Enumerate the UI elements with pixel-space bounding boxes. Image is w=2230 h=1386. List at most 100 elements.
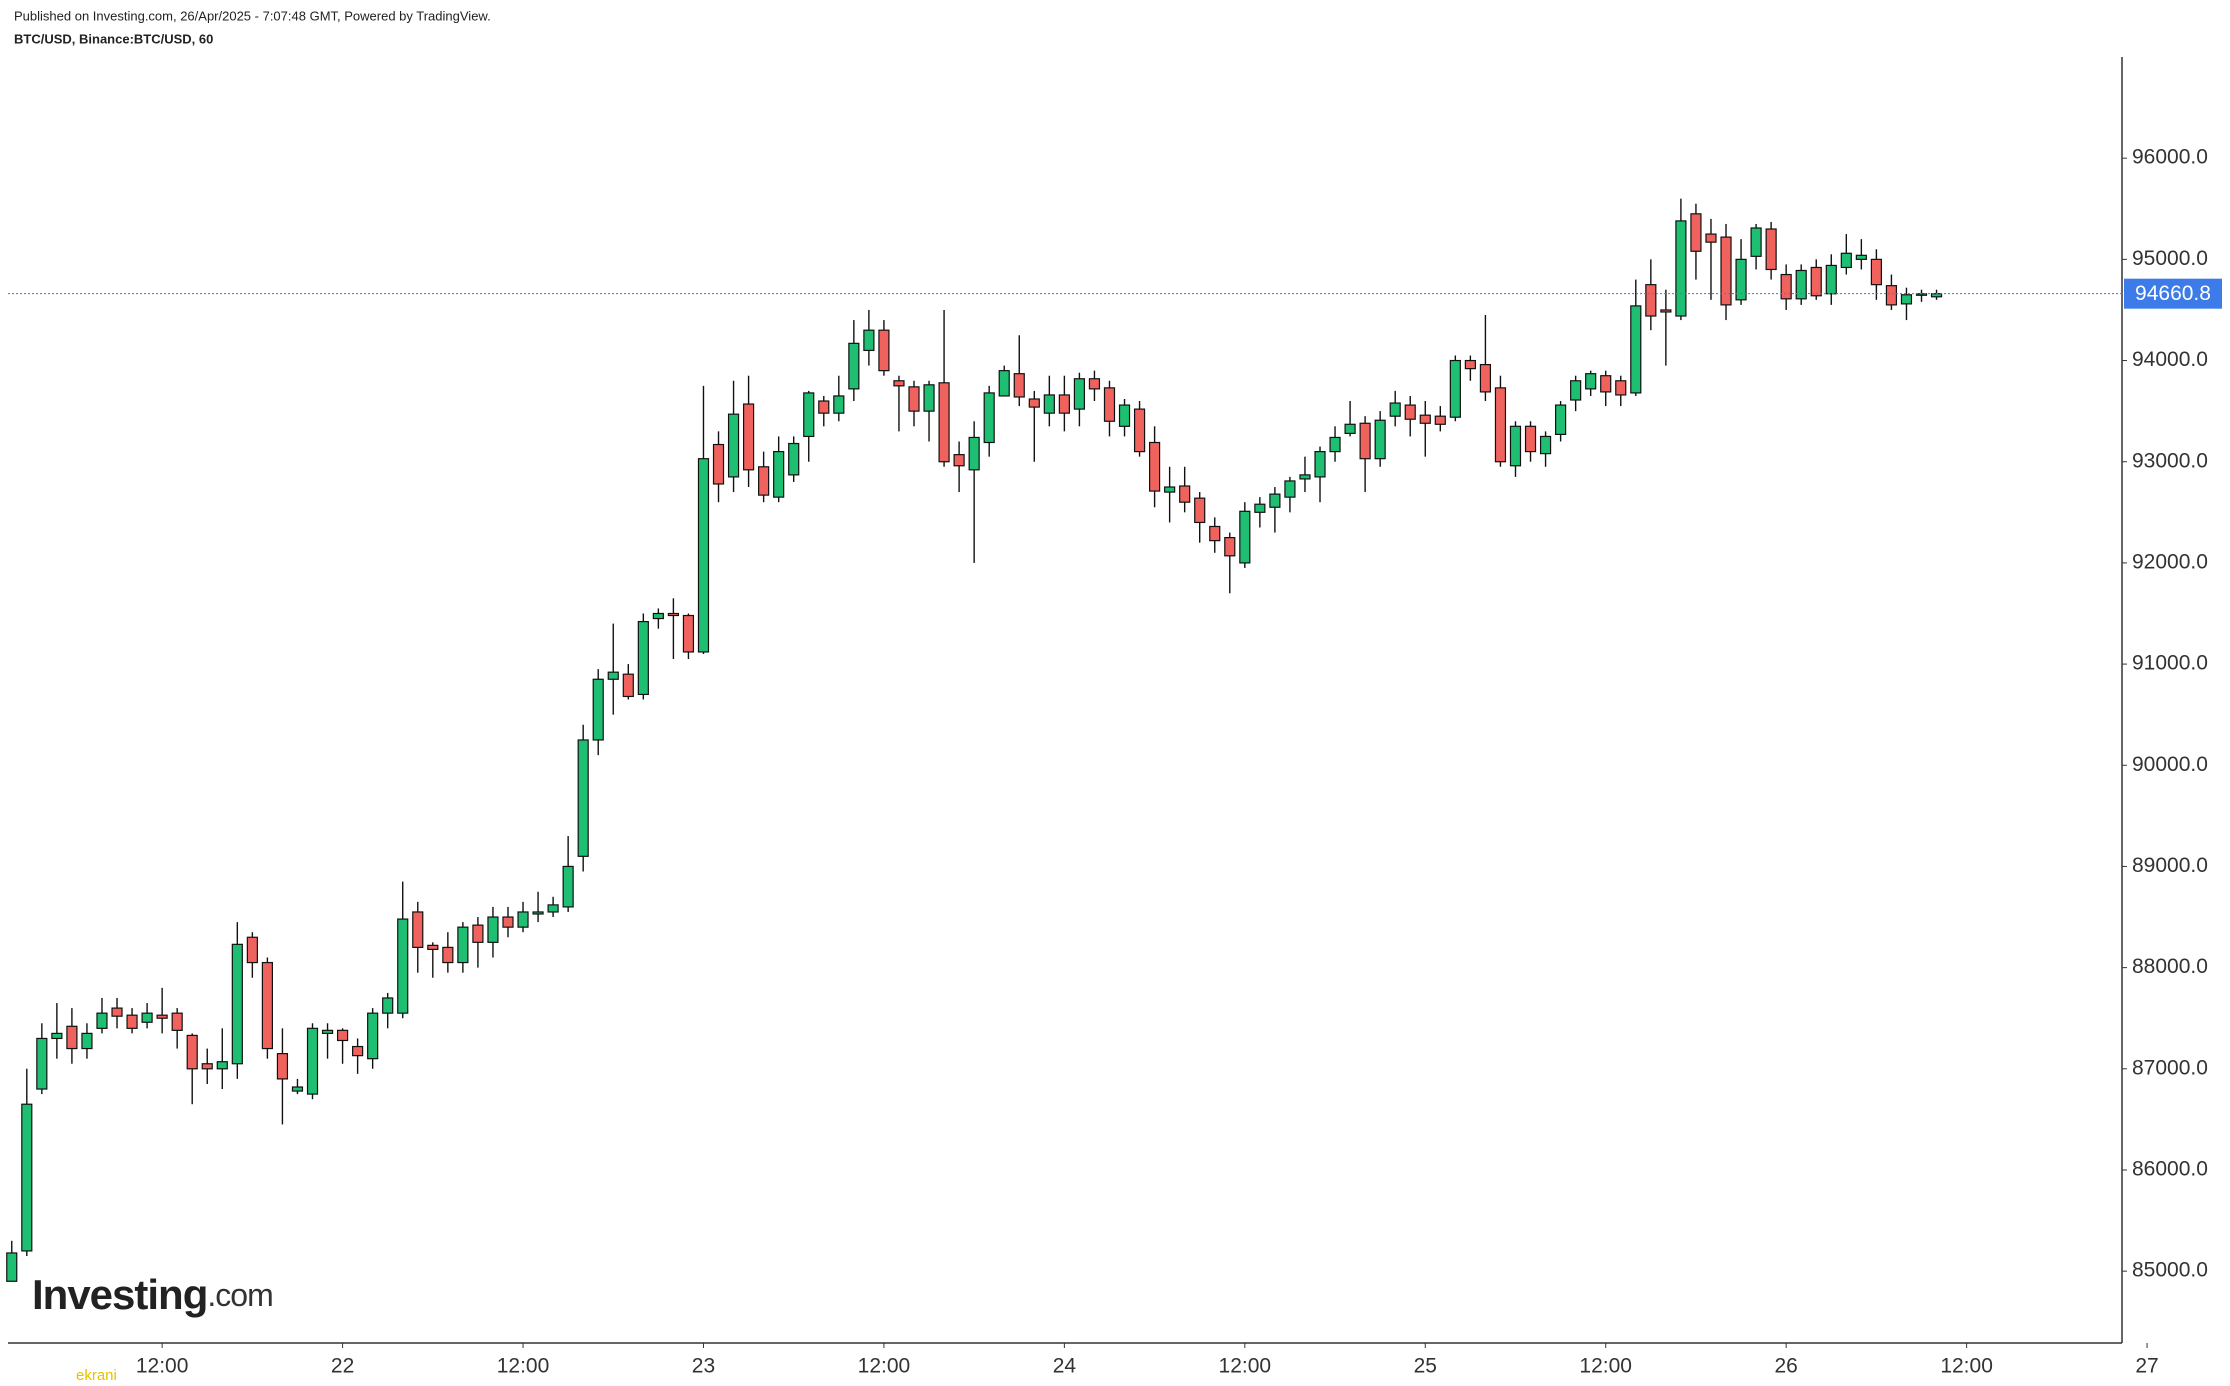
candle-body xyxy=(186,1034,198,1070)
candle-body xyxy=(1449,359,1461,418)
candle-body xyxy=(1494,387,1507,463)
y-tick-label: 95000.0 xyxy=(2132,247,2208,270)
candle-body xyxy=(1389,402,1401,417)
candle-body xyxy=(848,342,860,390)
candle-body xyxy=(472,924,484,943)
candle-body xyxy=(1479,363,1492,393)
candle-body xyxy=(637,620,649,696)
candle-body xyxy=(1058,394,1070,414)
candle-body xyxy=(923,384,935,412)
candle-body xyxy=(1600,375,1612,393)
candle-body xyxy=(216,1061,228,1070)
candle-body xyxy=(1148,441,1161,492)
candle-body xyxy=(487,916,499,943)
y-tick-label: 94000.0 xyxy=(2132,348,2208,371)
candle-body xyxy=(1164,486,1176,493)
candle-body xyxy=(1900,294,1913,305)
candle-body xyxy=(788,442,800,476)
candle-body xyxy=(712,443,725,485)
x-tick-label: 12:00 xyxy=(1940,1355,1993,1378)
candle-body xyxy=(412,911,424,948)
candle-body xyxy=(682,614,695,653)
candle-body xyxy=(397,918,409,1014)
y-tick-label: 90000.0 xyxy=(2132,753,2208,776)
candle-body xyxy=(878,329,890,372)
candle-body xyxy=(382,997,394,1014)
candle-body xyxy=(1464,359,1476,370)
candle-body xyxy=(1555,404,1567,436)
candle-body xyxy=(457,926,469,964)
candle-body xyxy=(577,739,589,857)
candle-body xyxy=(201,1063,213,1070)
candle-body xyxy=(667,612,680,617)
x-tick-label: 22 xyxy=(331,1355,354,1378)
candle-body xyxy=(1073,378,1086,410)
candle-body xyxy=(1179,485,1191,503)
candle-body xyxy=(803,392,815,438)
candle-body xyxy=(1028,398,1040,408)
candle-body xyxy=(547,904,559,913)
x-tick-label: 12:00 xyxy=(136,1355,189,1378)
candle-body xyxy=(1329,436,1341,453)
candle-body xyxy=(1795,269,1807,300)
candle-body xyxy=(938,382,950,463)
candle-body xyxy=(1269,493,1281,508)
candle-body xyxy=(562,865,574,908)
candle-body xyxy=(231,943,243,1065)
candle-body xyxy=(1404,404,1416,420)
candle-body xyxy=(1359,422,1371,460)
candle-body xyxy=(1585,373,1597,390)
candle-body xyxy=(1284,480,1296,498)
candle-body xyxy=(1570,380,1582,401)
candle-body xyxy=(833,395,845,414)
candle-body xyxy=(1194,497,1206,524)
x-tick-label: 26 xyxy=(1774,1355,1797,1378)
watermark: ekrani xyxy=(76,1367,117,1384)
candle-body xyxy=(126,1014,138,1029)
candle-body xyxy=(367,1012,379,1060)
candle-body xyxy=(246,936,258,964)
logo-name: Investing xyxy=(32,1271,207,1318)
candle-body xyxy=(1675,220,1687,317)
y-tick-label: 93000.0 xyxy=(2132,449,2208,472)
candle-body xyxy=(1720,236,1732,306)
candle-body xyxy=(863,329,875,352)
candle-body xyxy=(6,1252,18,1282)
candle-body xyxy=(532,911,544,915)
candle-body xyxy=(908,386,920,412)
candle-body xyxy=(1690,213,1702,252)
candle-body xyxy=(1509,425,1522,467)
candle-body xyxy=(1344,423,1356,434)
candle-body xyxy=(96,1012,108,1029)
candle-body xyxy=(1103,387,1116,422)
candle-body xyxy=(141,1012,153,1023)
candle-body xyxy=(1885,285,1898,306)
candle-body xyxy=(1133,408,1146,453)
candle-body xyxy=(773,451,785,498)
x-tick-label: 23 xyxy=(692,1355,715,1378)
candle-body xyxy=(502,916,514,928)
x-tick-label: 24 xyxy=(1053,1355,1077,1378)
candle-body xyxy=(1043,394,1055,414)
candle-body xyxy=(321,1029,334,1034)
y-tick-label: 89000.0 xyxy=(2132,854,2208,877)
last-price-label: 94660.8 xyxy=(2135,282,2211,305)
candle-body xyxy=(622,673,634,698)
y-tick-label: 86000.0 xyxy=(2132,1158,2208,1181)
candle-body xyxy=(953,454,965,467)
candle-body xyxy=(1870,258,1882,286)
candle-body xyxy=(1660,309,1672,313)
candle-body xyxy=(1645,284,1657,317)
candle-body xyxy=(517,911,529,928)
logo: Investing.com xyxy=(32,1271,273,1318)
candle-body xyxy=(1524,425,1537,453)
candle-body xyxy=(1765,228,1777,271)
candle-body xyxy=(1615,380,1627,396)
y-tick-label: 96000.0 xyxy=(2132,146,2208,169)
candle-body xyxy=(1299,474,1311,480)
candle-body xyxy=(1735,258,1747,301)
candle-body xyxy=(1750,227,1762,257)
candle-body xyxy=(758,466,770,496)
